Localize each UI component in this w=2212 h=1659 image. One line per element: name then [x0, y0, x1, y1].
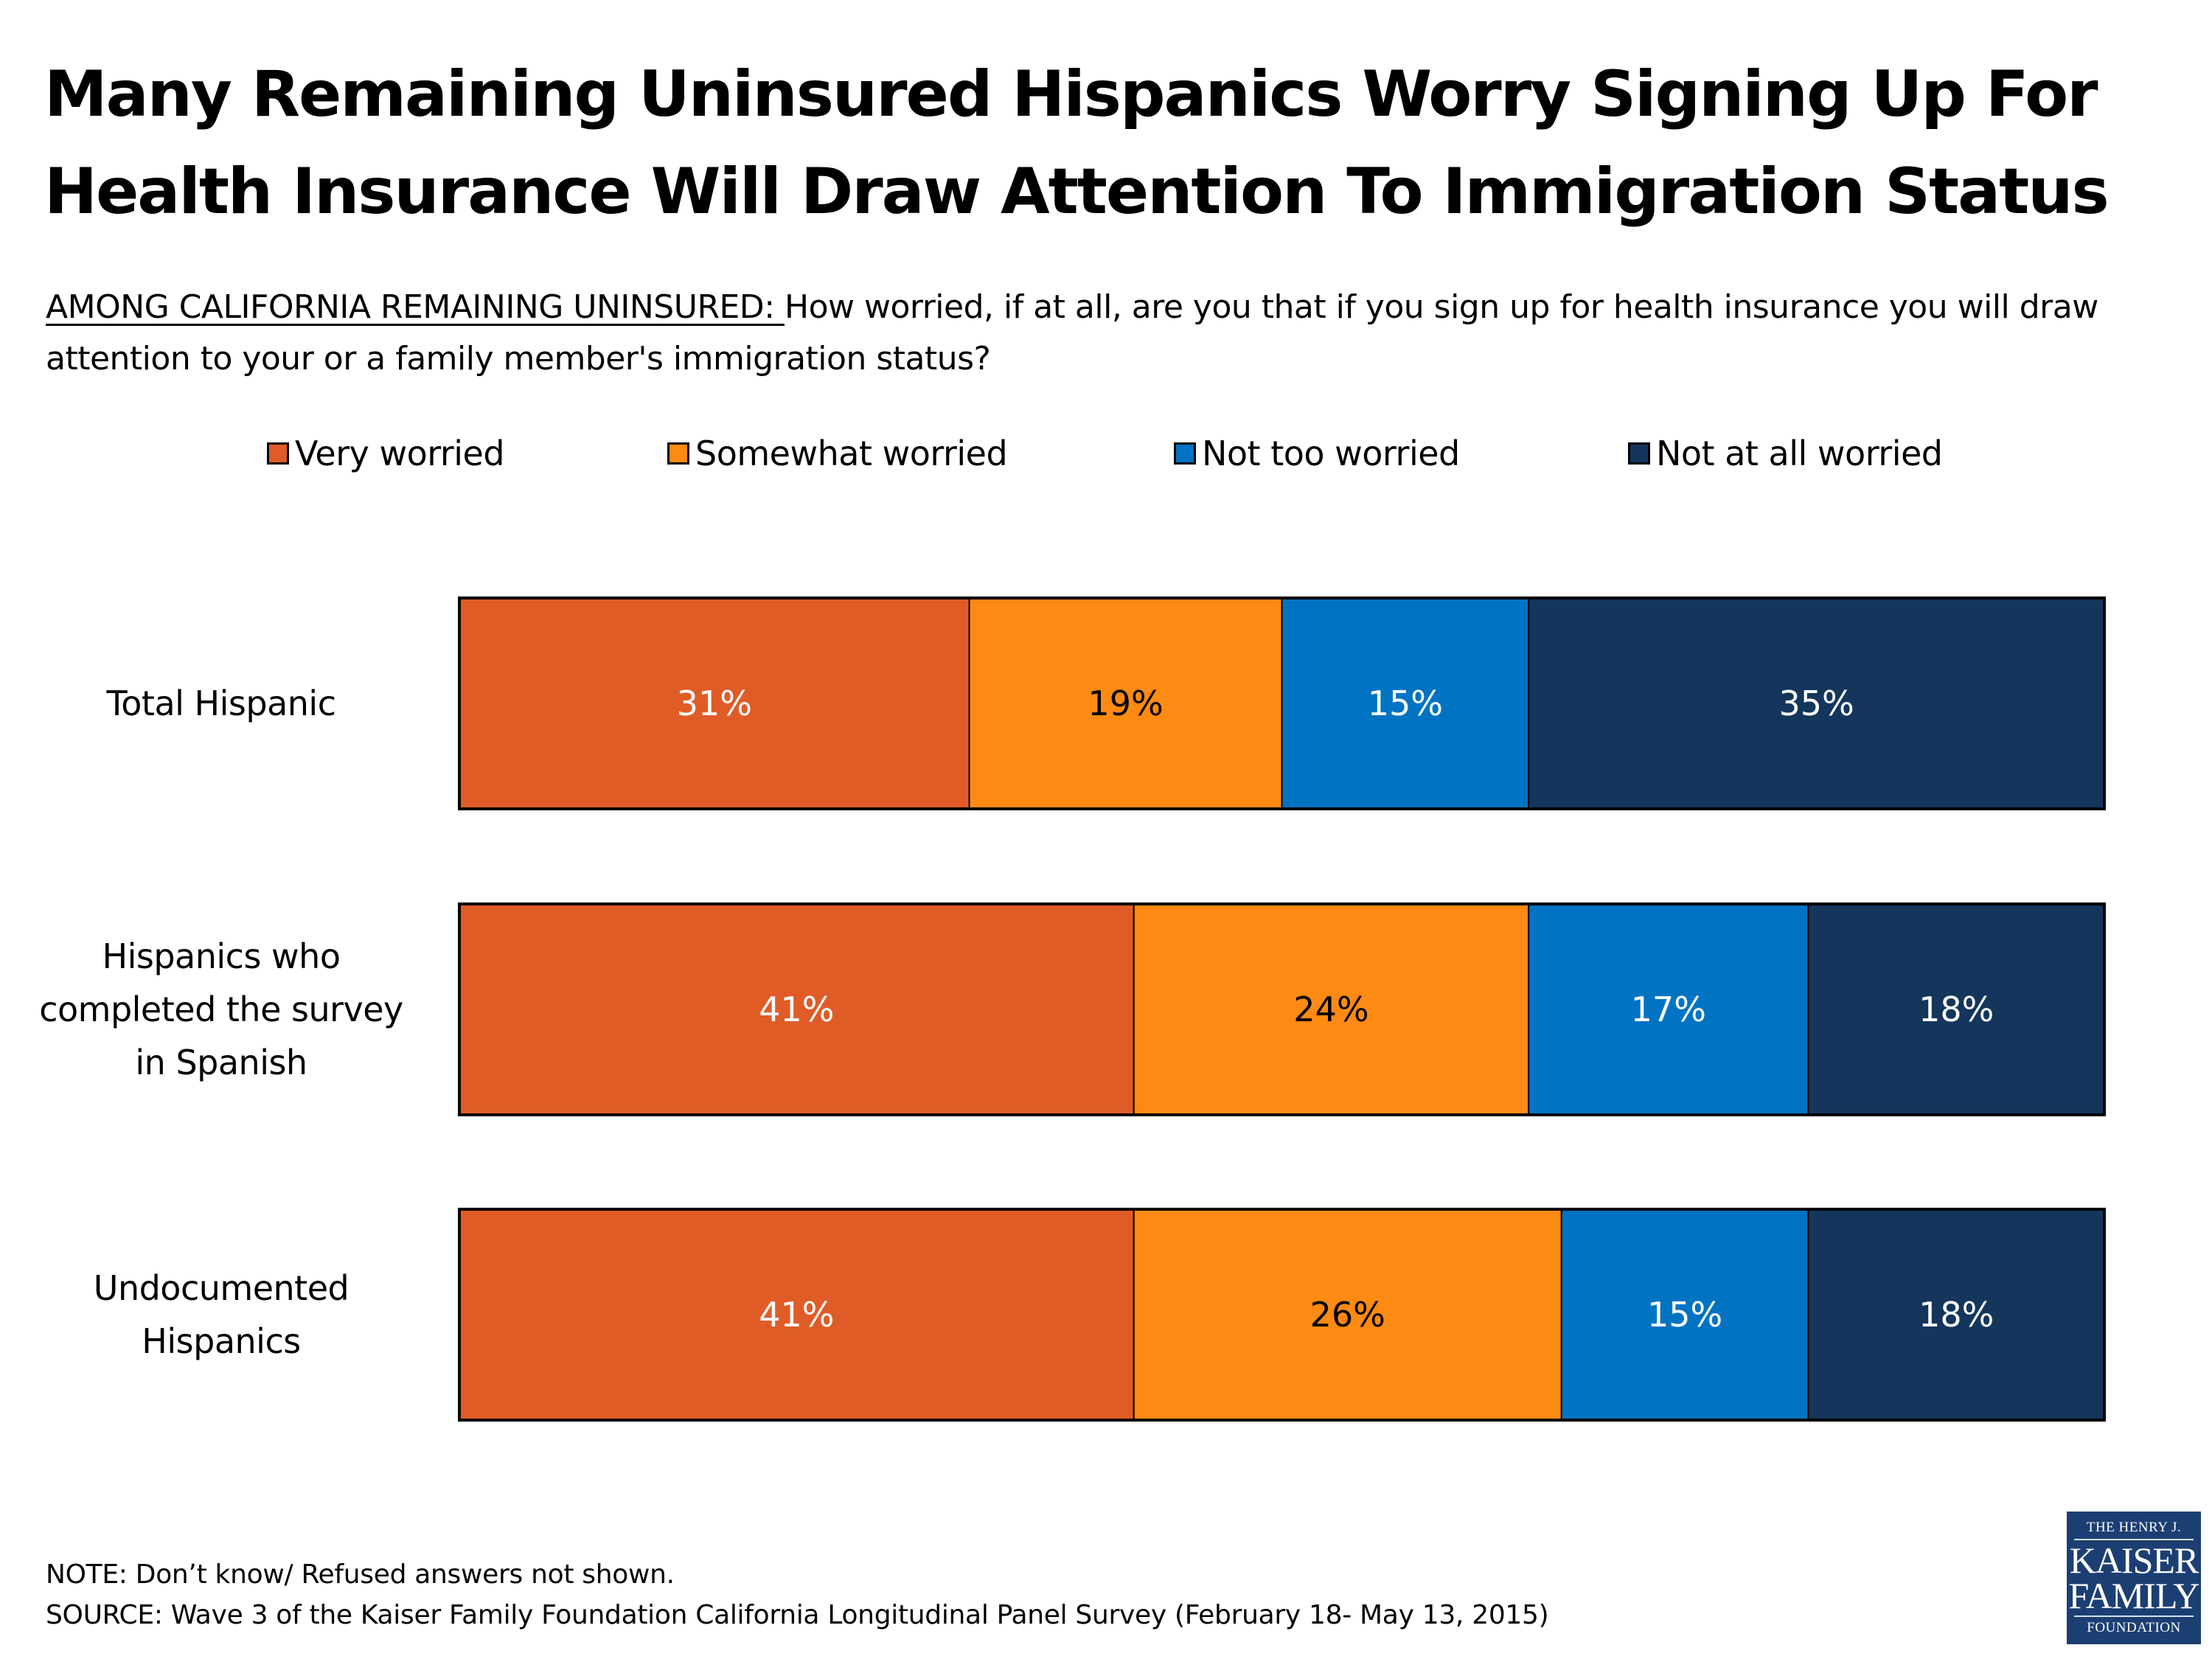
bar-outline — [458, 597, 2106, 810]
bar-group: 31% 19% 15% 35% — [458, 597, 2106, 810]
legend-swatch-not-at-all-worried — [1628, 442, 1650, 465]
footer-note: NOTE: Don’t know/ Refused answers not sh… — [46, 1559, 675, 1590]
logo-line-1: THE HENRY J. — [2086, 1520, 2182, 1535]
logo-line-2: KAISER — [2069, 1540, 2199, 1581]
category-label: Total Hispanic — [15, 677, 428, 730]
category-label: Undocumented Hispanics — [15, 1262, 428, 1368]
logo-line-3: FAMILY — [2068, 1575, 2200, 1616]
logo-divider — [2074, 1615, 2194, 1617]
data-label: 19% — [1088, 684, 1163, 723]
legend-item-not-at-all-worried: Not at all worried — [1628, 431, 1943, 476]
data-label: 24% — [1293, 990, 1368, 1029]
footer-source: SOURCE: Wave 3 of the Kaiser Family Foun… — [46, 1600, 1549, 1630]
legend-swatch-somewhat-worried — [667, 442, 689, 465]
category-label-line: Hispanics who — [102, 936, 341, 976]
legend-item-very-worried: Very worried — [267, 431, 505, 476]
bar-outline — [458, 902, 2106, 1116]
category-label-line: Total Hispanic — [106, 684, 336, 723]
legend-label: Not at all worried — [1656, 434, 1943, 473]
data-label: 35% — [1778, 684, 1854, 723]
bar-segment — [459, 903, 1135, 1116]
logo-divider — [2074, 1539, 2194, 1540]
logo-line-4: FOUNDATION — [2087, 1620, 2181, 1635]
data-label: 41% — [759, 990, 834, 1029]
data-label: 41% — [759, 1295, 834, 1335]
bar-segment — [1528, 597, 2105, 810]
survey-question: AMONG CALIFORNIA REMAINING UNINSURED: Ho… — [46, 282, 2184, 385]
legend-label: Very worried — [295, 434, 505, 473]
bar-group: 41% 26% 15% 18% — [458, 1208, 2106, 1422]
bar-segment — [1133, 903, 1530, 1116]
legend-label: Not too worried — [1202, 434, 1460, 473]
category-label-line: Hispanics — [142, 1321, 301, 1361]
footer: NOTE: Don’t know/ Refused answers not sh… — [46, 1554, 1549, 1635]
category-label-line: completed the survey — [39, 990, 403, 1029]
category-label: Hispanics who completed the survey in Span… — [15, 930, 428, 1089]
bar-outline — [458, 1208, 2106, 1422]
kaiser-family-foundation-logo: THE HENRY J. KAISER FAMILY FOUNDATION — [2067, 1512, 2201, 1644]
bar-segment — [1807, 1208, 2105, 1421]
data-label: 26% — [1310, 1295, 1385, 1335]
data-label: 17% — [1631, 990, 1706, 1029]
data-label: 18% — [1919, 990, 1994, 1029]
chart-title: Many Remaining Uninsured Hispanics Worry… — [44, 46, 2183, 240]
bar-segment — [459, 597, 970, 810]
legend-swatch-not-too-worried — [1174, 442, 1196, 465]
category-label-line: Undocumented — [93, 1268, 349, 1308]
legend-item-somewhat-worried: Somewhat worried — [667, 431, 1008, 476]
bar-segment — [1560, 1208, 1809, 1421]
title-line-2: Health Insurance Will Draw Attention To … — [44, 155, 2110, 229]
legend-swatch-very-worried — [267, 442, 289, 465]
bar-group: 41% 24% 17% 18% — [458, 902, 2106, 1116]
question-text: How worried, if at all, are you that if … — [46, 288, 2098, 378]
title-line-1: Many Remaining Uninsured Hispanics Worry… — [44, 58, 2098, 131]
legend-item-not-too-worried: Not too worried — [1174, 431, 1460, 476]
legend: Very worried Somewhat worried Not too wo… — [0, 431, 2212, 476]
data-label: 15% — [1368, 684, 1443, 723]
data-label: 18% — [1919, 1295, 1994, 1335]
legend-label: Somewhat worried — [695, 434, 1008, 473]
bar-segment — [1133, 1208, 1562, 1421]
question-population: AMONG CALIFORNIA REMAINING UNINSURED: — [46, 288, 785, 326]
data-label: 15% — [1647, 1295, 1722, 1335]
category-label-line: in Spanish — [135, 1043, 307, 1082]
data-label: 31% — [677, 684, 752, 723]
bar-segment — [1807, 903, 2105, 1116]
bar-segment — [1528, 903, 1809, 1116]
